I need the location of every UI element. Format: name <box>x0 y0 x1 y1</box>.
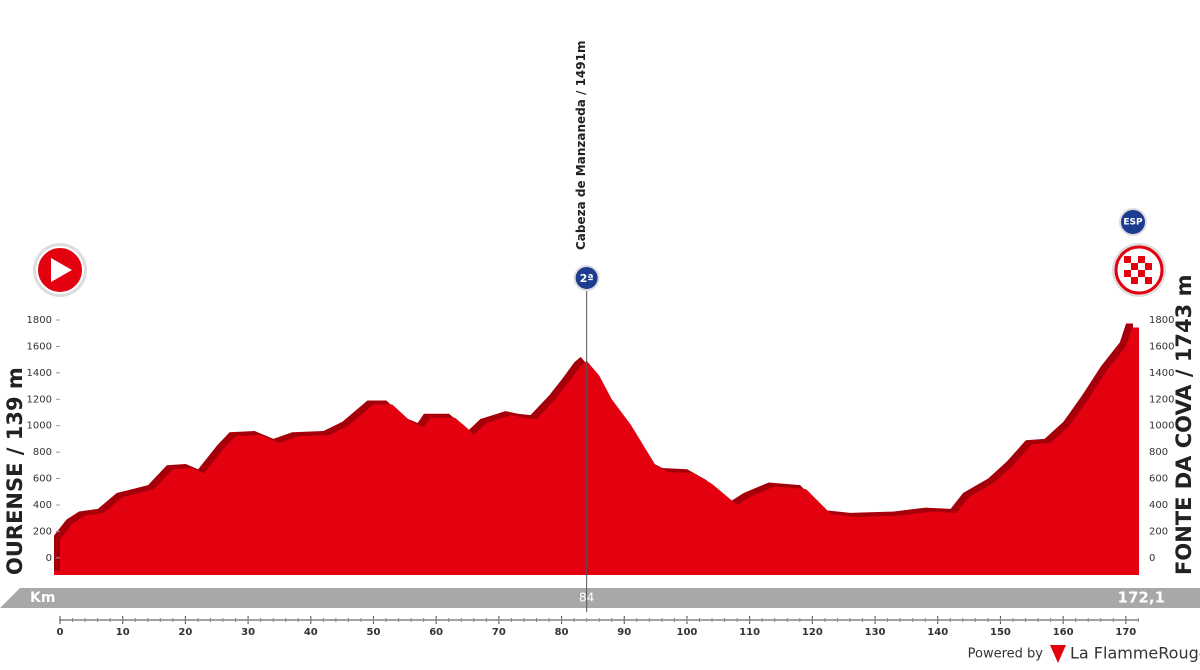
y-tick-label-right: 1600 <box>1149 341 1174 352</box>
x-tick-label: 170 <box>1115 627 1136 638</box>
y-tick-label-right: 1400 <box>1149 368 1174 379</box>
x-tick-label: 70 <box>492 627 506 638</box>
y-tick-label: 600 <box>33 474 52 485</box>
finish-km: 172,1 <box>1118 589 1165 607</box>
y-tick-label-right: 1800 <box>1149 315 1174 326</box>
x-tick-label: 90 <box>617 627 631 638</box>
x-tick-label: 140 <box>927 627 948 638</box>
profile-base <box>54 571 60 575</box>
x-tick-label: 110 <box>739 627 760 638</box>
y-tick-label: 0 <box>46 553 52 564</box>
x-tick-label: 20 <box>178 627 192 638</box>
footer-logo <box>1050 645 1066 663</box>
x-tick-label: 120 <box>802 627 823 638</box>
start-icon <box>33 243 87 297</box>
x-tick-label: 0 <box>57 627 64 638</box>
y-tick-label: 400 <box>33 500 52 511</box>
y-tick-label: 1200 <box>27 394 52 405</box>
y-tick-label: 1000 <box>27 421 52 432</box>
powered-by: Powered by <box>968 647 1044 662</box>
finish-icon <box>1112 243 1166 297</box>
finish-name: FONTE DA COVA / 1743 m <box>1172 275 1196 575</box>
x-tick-label: 60 <box>429 627 443 638</box>
y-tick-label: 1400 <box>27 368 52 379</box>
x-tick-label: 150 <box>990 627 1011 638</box>
y-tick-label-right: 600 <box>1149 474 1168 485</box>
y-tick-label-right: 1200 <box>1149 394 1174 405</box>
y-tick-label-right: 800 <box>1149 447 1168 458</box>
climb-km: 84 <box>579 591 594 605</box>
finish-badge-label: ESP <box>1123 218 1143 228</box>
climb-category: 2ª <box>580 272 594 285</box>
x-tick-label: 30 <box>241 627 255 638</box>
climb-name: Cabeza de Manzaneda / 1491m <box>574 41 588 250</box>
km-bar <box>0 588 1200 608</box>
y-tick-label: 800 <box>33 447 52 458</box>
y-tick-label: 200 <box>33 526 52 537</box>
y-tick-label-right: 400 <box>1149 500 1168 511</box>
climb-icon <box>573 265 600 291</box>
profile-area <box>60 327 1139 575</box>
finish-badge <box>1119 208 1147 236</box>
y-tick-label: 1600 <box>27 341 52 352</box>
y-tick-label-right: 1000 <box>1149 421 1174 432</box>
x-tick-label: 100 <box>677 627 698 638</box>
x-tick-label: 50 <box>367 627 381 638</box>
brand: La FlammeRouge <box>1070 644 1200 663</box>
km-label: Km <box>30 590 55 606</box>
x-tick-label: 40 <box>304 627 318 638</box>
start-name: OURENSE / 139 m <box>3 367 27 575</box>
x-tick-label: 80 <box>555 627 569 638</box>
y-tick-label-right: 200 <box>1149 526 1168 537</box>
y-tick-label-right: 0 <box>1149 553 1155 564</box>
x-tick-label: 130 <box>865 627 886 638</box>
x-tick-label: 160 <box>1053 627 1074 638</box>
x-tick-label: 10 <box>116 627 130 638</box>
y-tick-label: 1800 <box>27 315 52 326</box>
